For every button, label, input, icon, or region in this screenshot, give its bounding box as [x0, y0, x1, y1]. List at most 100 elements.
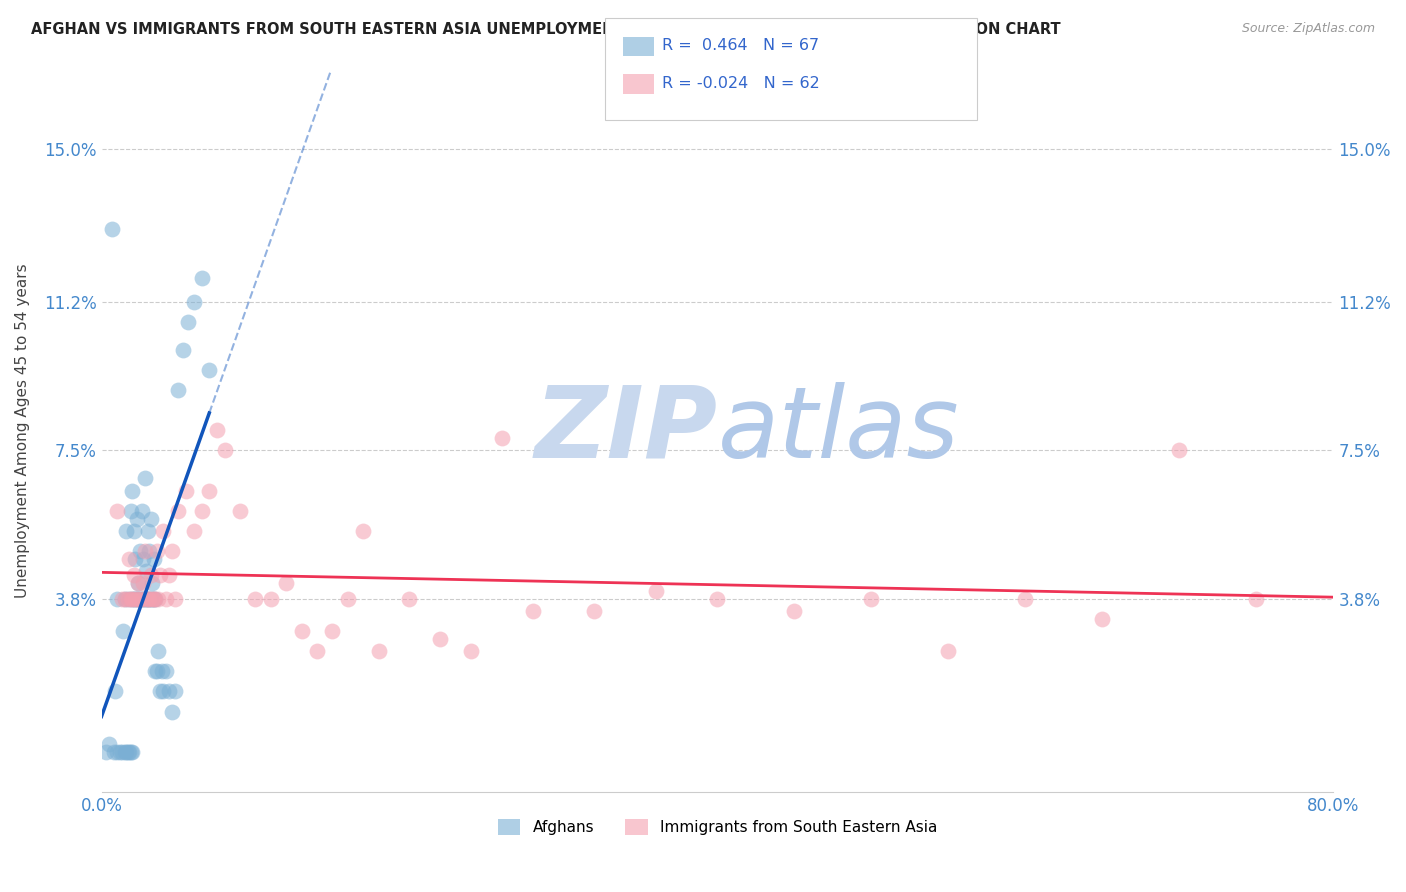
Point [127, 576, 149, 591]
Point [260, 592, 283, 607]
Point [120, 745, 142, 759]
Point [114, 592, 136, 607]
Point [155, 665, 177, 679]
Point [105, 592, 128, 607]
Point [124, 592, 146, 607]
Point [98, 737, 121, 751]
Point [141, 576, 163, 591]
Point [644, 584, 666, 599]
Point [103, 745, 125, 759]
Point [1246, 592, 1268, 607]
Point [229, 503, 252, 517]
Point [491, 431, 513, 445]
Point [121, 592, 143, 607]
Point [139, 592, 162, 607]
Point [131, 592, 153, 607]
Point [120, 592, 142, 607]
Point [190, 270, 212, 285]
Point [141, 592, 163, 607]
Point [135, 592, 157, 607]
Point [121, 592, 143, 607]
Point [336, 592, 359, 607]
Point [120, 503, 142, 517]
Point [352, 524, 374, 538]
Point [136, 592, 159, 607]
Point [108, 745, 131, 759]
Point [135, 564, 157, 578]
Point [145, 665, 167, 679]
Point [214, 443, 236, 458]
Point [124, 552, 146, 566]
Point [1091, 612, 1114, 626]
Point [118, 745, 141, 759]
Point [121, 483, 143, 498]
Point [138, 544, 160, 558]
Point [132, 592, 155, 607]
Point [148, 644, 170, 658]
Point [860, 592, 883, 607]
Point [105, 745, 128, 759]
Point [129, 592, 152, 607]
Point [110, 592, 132, 607]
Point [131, 592, 153, 607]
Point [307, 644, 329, 658]
Point [110, 745, 132, 759]
Point [118, 552, 141, 566]
Point [198, 363, 221, 377]
Point [124, 592, 146, 607]
Point [157, 568, 180, 582]
Point [460, 644, 482, 658]
Point [112, 624, 135, 639]
Point [115, 524, 138, 538]
Point [104, 684, 127, 698]
Point [141, 592, 163, 607]
Point [132, 552, 155, 566]
Point [127, 576, 149, 591]
Point [291, 624, 314, 639]
Point [114, 592, 136, 607]
Text: ZIP: ZIP [534, 382, 717, 479]
Point [198, 483, 221, 498]
Text: Source: ZipAtlas.com: Source: ZipAtlas.com [1241, 22, 1375, 36]
Point [134, 592, 156, 607]
Point [118, 592, 141, 607]
Point [101, 222, 124, 236]
Text: R =  0.464   N = 67: R = 0.464 N = 67 [662, 38, 820, 54]
Text: atlas: atlas [717, 382, 959, 479]
Point [138, 592, 160, 607]
Point [276, 576, 298, 591]
Point [162, 705, 184, 719]
Point [583, 604, 606, 618]
Point [146, 665, 169, 679]
Text: AFGHAN VS IMMIGRANTS FROM SOUTH EASTERN ASIA UNEMPLOYMENT AMONG AGES 45 TO 54 YE: AFGHAN VS IMMIGRANTS FROM SOUTH EASTERN … [31, 22, 1060, 37]
Point [114, 745, 136, 759]
Point [190, 503, 212, 517]
Point [142, 592, 165, 607]
Point [205, 423, 228, 437]
Point [174, 483, 197, 498]
Point [105, 503, 128, 517]
Point [129, 592, 152, 607]
Point [367, 644, 389, 658]
Point [125, 592, 148, 607]
Point [167, 503, 190, 517]
Y-axis label: Unemployment Among Ages 45 to 54 years: Unemployment Among Ages 45 to 54 years [15, 263, 30, 598]
Point [122, 524, 145, 538]
Point [127, 592, 149, 607]
Point [321, 624, 343, 639]
Point [167, 383, 190, 397]
Point [150, 665, 173, 679]
Point [121, 745, 143, 759]
Point [117, 592, 139, 607]
Point [136, 524, 159, 538]
Point [706, 592, 728, 607]
Point [138, 592, 160, 607]
Point [146, 544, 169, 558]
Point [152, 524, 174, 538]
Point [139, 568, 162, 582]
Point [122, 592, 145, 607]
Point [938, 644, 960, 658]
Point [162, 544, 184, 558]
Point [94, 745, 117, 759]
Point [429, 632, 451, 647]
